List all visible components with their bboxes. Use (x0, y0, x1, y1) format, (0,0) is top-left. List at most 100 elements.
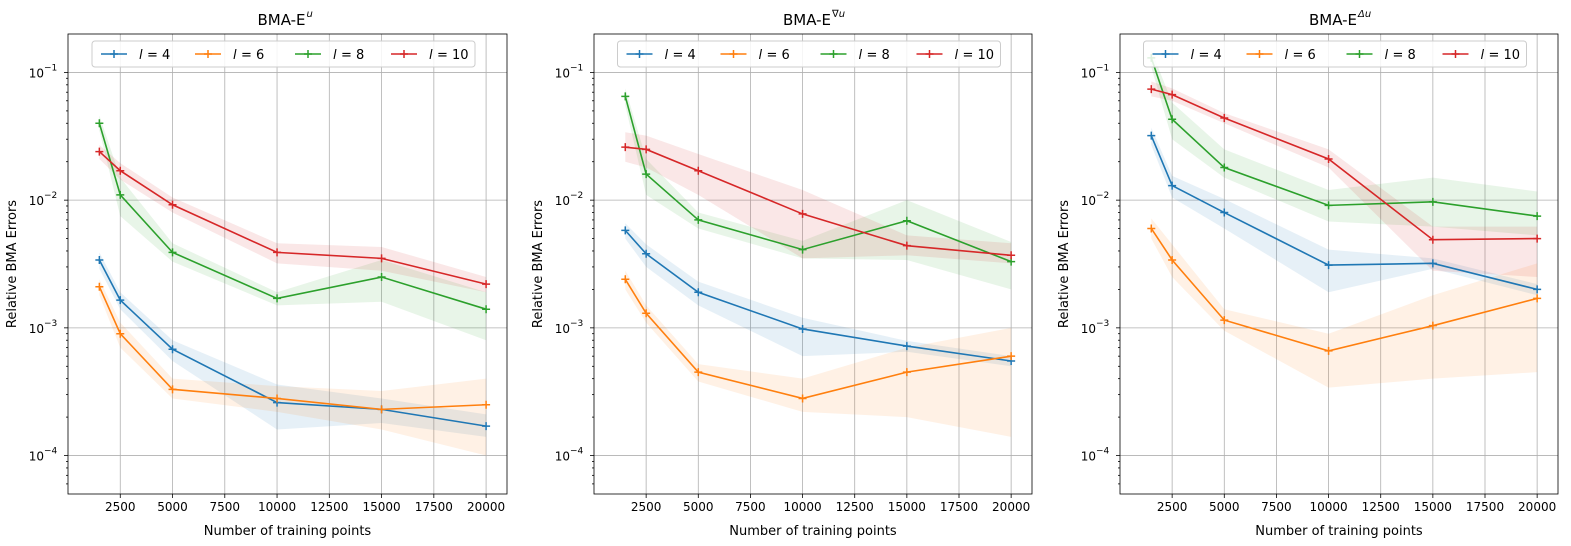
legend-label-var: l (1191, 48, 1195, 63)
data-point (1220, 316, 1229, 325)
data-point (798, 324, 807, 333)
x-tick-label: 17500 (1466, 500, 1504, 514)
y-tick-label: 10 (29, 450, 44, 464)
data-point (168, 248, 177, 257)
data-point (95, 119, 104, 128)
x-tick-label: 5000 (683, 500, 714, 514)
series-line-4 (98, 151, 487, 285)
data-point (95, 255, 104, 264)
legend-label-var: l (859, 48, 863, 63)
data-point (902, 368, 911, 377)
y-tick-label: 10 (1081, 450, 1096, 464)
legend-label-value: = 4 (147, 48, 170, 63)
chart-title-superscript: u (307, 9, 313, 20)
data-point (1533, 285, 1542, 294)
x-tick-label: 15000 (1414, 500, 1452, 514)
legend-label-value: = 8 (867, 48, 890, 63)
legend-label-value: = 4 (1199, 48, 1222, 63)
series-band-1 (1151, 127, 1538, 296)
legend-marker (1355, 50, 1364, 58)
data-point (273, 294, 282, 303)
series-band-1 (625, 223, 1012, 367)
series-line-3 (624, 96, 1012, 263)
chart-title-superscript: ∇u (831, 9, 845, 20)
chart-title: BMA-E (1309, 11, 1357, 29)
x-tick-label: 5000 (1209, 500, 1240, 514)
series-line-2 (98, 286, 487, 411)
legend-label-var: l (233, 48, 237, 63)
legend-box (617, 40, 1001, 68)
data-point (694, 288, 703, 297)
data-point (1428, 321, 1437, 330)
x-tick-label: 15000 (888, 500, 926, 514)
plot-frame (1119, 33, 1559, 495)
legend-label-value: = 4 (673, 48, 696, 63)
legend-label-var: l (759, 48, 763, 63)
x-tick-label: 2500 (105, 500, 136, 514)
y-tick-exponent: −1 (44, 63, 57, 73)
y-tick-label: 10 (555, 322, 570, 336)
data-point (116, 296, 125, 305)
legend-label-var: l (1481, 48, 1485, 63)
y-tick-exponent: −3 (1096, 319, 1109, 329)
data-point (95, 147, 104, 156)
legend-label-var: l (1385, 48, 1389, 63)
y-tick-label: 10 (29, 194, 44, 208)
x-tick-label: 7500 (735, 500, 766, 514)
data-point (642, 249, 651, 258)
data-point (1533, 234, 1542, 243)
data-point (642, 145, 651, 154)
data-point (168, 385, 177, 394)
data-point (482, 400, 491, 409)
data-point (1220, 163, 1229, 172)
data-point (621, 143, 630, 152)
legend-marker (829, 50, 838, 58)
data-point (694, 368, 703, 377)
data-point (1168, 255, 1177, 264)
y-tick-exponent: −2 (44, 191, 57, 201)
plot-frame (67, 33, 508, 495)
x-tick-label: 10000 (258, 500, 296, 514)
legend-marker (635, 50, 644, 58)
series-band-2 (625, 270, 1012, 437)
series-line-3 (1150, 57, 1538, 217)
data-point (273, 394, 282, 403)
data-point (798, 245, 807, 254)
data-point (482, 305, 491, 314)
y-tick-exponent: −4 (44, 447, 58, 457)
x-tick-label: 12500 (1362, 500, 1400, 514)
y-tick-label: 10 (555, 194, 570, 208)
data-point (798, 394, 807, 403)
data-point (482, 422, 491, 431)
y-tick-label: 10 (1081, 194, 1096, 208)
x-tick-label: 10000 (1309, 500, 1347, 514)
series-band-4 (625, 132, 1012, 264)
chart-panel-2: 2500 5000 7500 10000 12500 15000 17500 2000010−… (531, 9, 1033, 539)
x-tick-label: 17500 (940, 500, 978, 514)
legend-label-var: l (665, 48, 669, 63)
legend-label-value: = 10 (437, 48, 469, 63)
data-point (902, 241, 911, 250)
legend-marker (204, 50, 212, 58)
legend-label-var: l (429, 48, 433, 63)
data-point (1147, 85, 1156, 94)
chart-title: BMA-E (257, 11, 305, 29)
legend-box (91, 40, 476, 68)
y-tick-label: 10 (29, 66, 44, 80)
data-point (1007, 352, 1016, 361)
legend-marker (1451, 50, 1460, 58)
series-line-3 (98, 123, 487, 310)
legend-marker (400, 50, 408, 58)
legend-marker (304, 50, 312, 58)
data-point (1428, 197, 1437, 206)
data-point (377, 405, 386, 414)
y-tick-exponent: −1 (570, 63, 583, 73)
x-tick-label: 2500 (1157, 500, 1188, 514)
y-tick-exponent: −3 (44, 319, 57, 329)
chart-panel-1: 2500 5000 7500 10000 12500 15000 17500 2000010−… (5, 9, 508, 539)
data-point (1324, 154, 1333, 163)
data-point (1220, 208, 1229, 217)
legend-label-value: = 6 (767, 48, 790, 63)
data-point (621, 92, 630, 101)
y-tick-label: 10 (1081, 322, 1096, 336)
